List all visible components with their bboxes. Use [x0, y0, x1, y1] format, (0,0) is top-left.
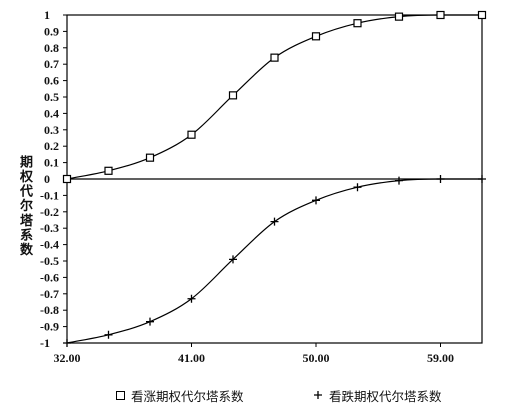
call-delta-point — [311, 32, 321, 41]
call-delta-point — [145, 153, 155, 162]
put-delta-point — [312, 196, 320, 205]
y-tick-label: 0.2 — [44, 139, 59, 153]
y-tick-label: -0.7 — [40, 287, 59, 301]
y-tick-label: -0.1 — [40, 188, 59, 202]
call-delta-point — [394, 12, 404, 21]
x-tick-label: 59.00 — [427, 351, 454, 365]
put-delta-point — [63, 339, 71, 347]
put-delta-point — [353, 183, 362, 192]
x-tick-label: 50.00 — [303, 351, 330, 365]
put-delta-point — [104, 330, 113, 339]
legend: 看涨期权代尔塔系数 看跌期权代尔塔系数 — [0, 386, 517, 404]
put-delta-point — [270, 217, 279, 226]
put-delta-point — [187, 294, 196, 303]
call-delta-point — [477, 10, 487, 20]
y-tick-label: 1 — [44, 8, 50, 22]
y-tick-label: 0.3 — [44, 123, 59, 137]
call-delta-point — [436, 10, 445, 20]
legend-label-call: 看涨期权代尔塔系数 — [131, 388, 244, 404]
square-marker-icon — [116, 390, 125, 400]
y-tick-label: -0.8 — [40, 303, 59, 317]
legend-item-put: 看跌期权代尔塔系数 — [313, 386, 442, 404]
y-tick-label: 0 — [44, 172, 50, 186]
y-tick-label: -0.9 — [40, 320, 59, 334]
y-tick-label: -0.6 — [40, 270, 59, 284]
legend-item-call: 看涨期权代尔塔系数 — [116, 386, 244, 404]
y-tick-label: 0.5 — [44, 90, 59, 104]
call-delta-point — [104, 166, 113, 175]
y-tick-label: -1 — [40, 336, 50, 350]
y-tick-label: 0.1 — [44, 156, 59, 170]
put-delta-point — [146, 317, 154, 326]
put-delta-point — [436, 175, 445, 183]
call-delta-point — [187, 130, 196, 139]
put-delta-point — [229, 255, 237, 264]
put-delta-point — [478, 175, 486, 183]
call-delta-point — [353, 19, 362, 28]
call-delta-point — [270, 53, 279, 62]
x-tick-label: 32.00 — [54, 351, 81, 365]
y-axis-label: 期权代尔塔系数 — [17, 155, 32, 258]
call-delta-point — [62, 174, 72, 184]
y-tick-label: 0.9 — [44, 24, 59, 38]
call-delta-line — [66, 14, 482, 180]
y-tick-label: 0.7 — [44, 57, 59, 71]
y-tick-label: -0.5 — [40, 254, 59, 268]
y-tick-label: 0.8 — [44, 41, 59, 55]
put-delta-point — [395, 176, 403, 185]
x-tick-label: 41.00 — [178, 351, 205, 365]
y-tick-label: 0.4 — [44, 106, 59, 120]
y-tick-label: -0.2 — [40, 205, 59, 219]
call-delta-point — [228, 91, 238, 100]
y-tick-label: -0.4 — [40, 238, 59, 252]
put-delta-line — [66, 178, 482, 344]
plus-marker-icon — [314, 391, 322, 399]
y-tick-label: -0.3 — [40, 221, 59, 235]
y-tick-label: 0.6 — [44, 74, 59, 88]
legend-label-put: 看跌期权代尔塔系数 — [329, 388, 442, 404]
